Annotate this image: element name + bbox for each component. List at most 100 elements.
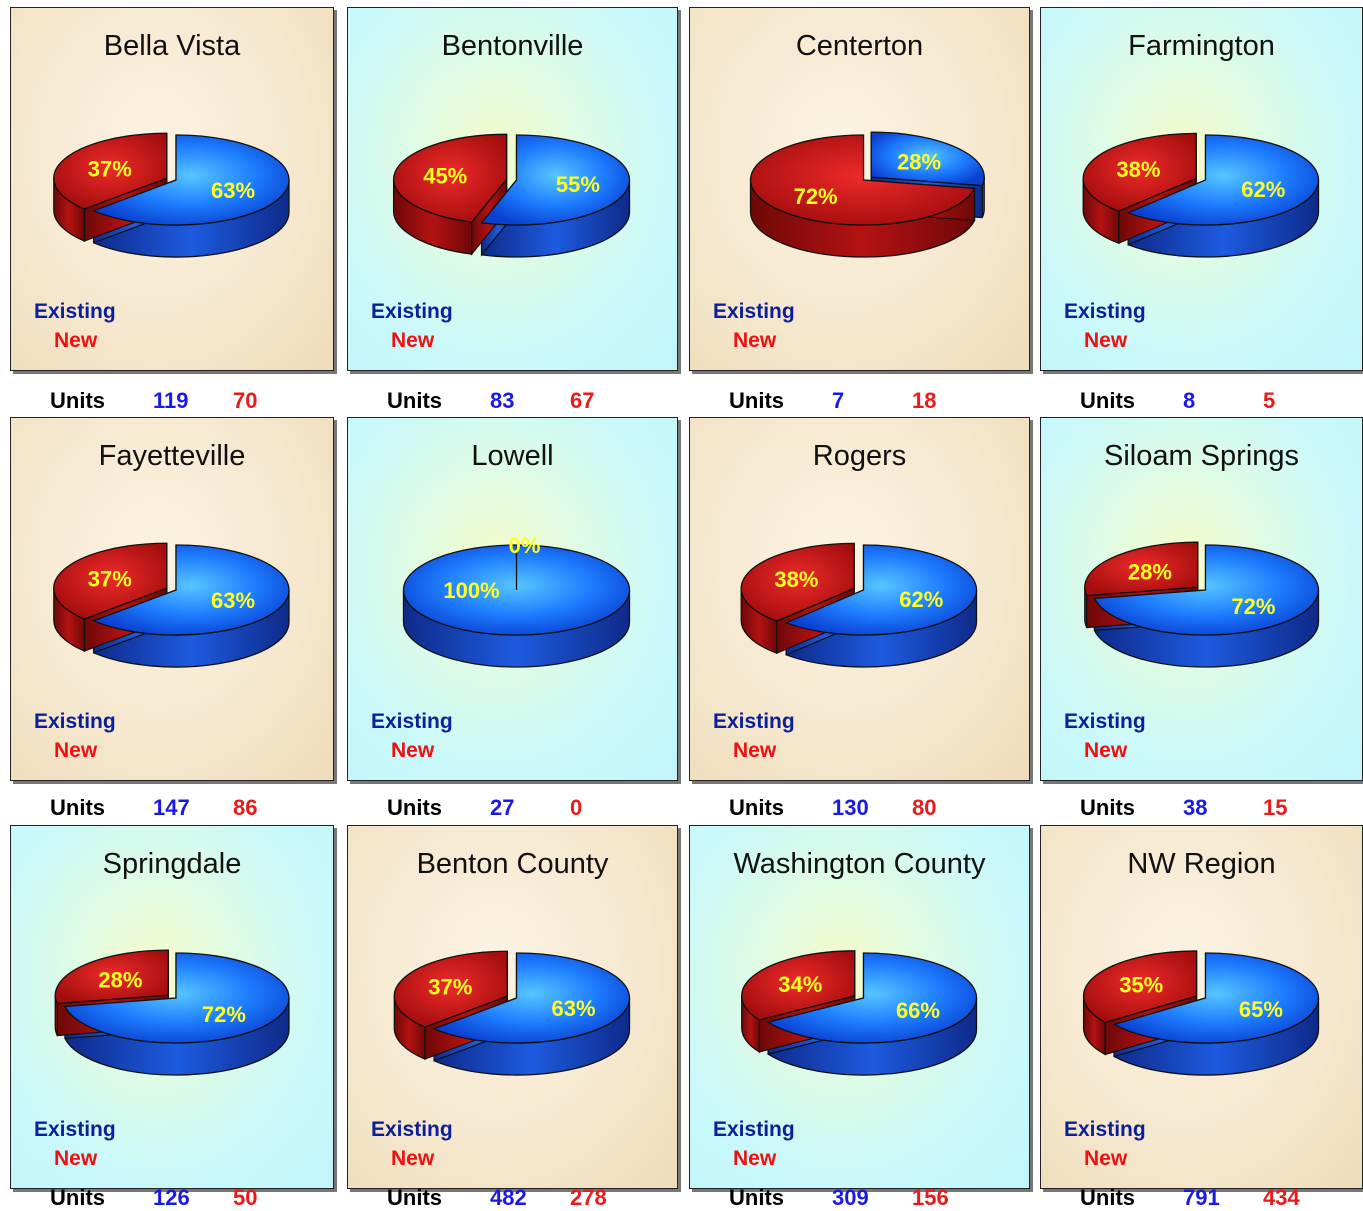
units-new-value: 434 [1263, 1185, 1300, 1210]
legend-new: New [54, 329, 98, 352]
chart-panel: Rogers 62% 38% Existing New [689, 417, 1030, 781]
chart-panel: Bentonville 55% 45% Existing New [347, 7, 678, 371]
pie-label-existing: 63% [552, 996, 596, 1021]
pie-slice-existing [1093, 544, 1320, 636]
pie-slice-existing [1112, 952, 1320, 1044]
legend-new: New [1084, 329, 1128, 352]
pie-slice-existing [91, 544, 290, 636]
units-new-value: 86 [233, 795, 258, 820]
pie-chart: 55% 45% [392, 133, 631, 258]
units-label: Units [1080, 388, 1135, 413]
pie-slice-new [1082, 132, 1197, 212]
units-existing-value: 130 [832, 795, 869, 820]
pie-label-new: 34% [778, 972, 822, 997]
units-label: Units [50, 388, 105, 413]
pie-chart: 62% 38% [740, 542, 978, 668]
pie-slice-existing [432, 952, 631, 1044]
chart-panel: Springdale 72% 28% Existing New [10, 825, 334, 1189]
pie-label-new: 37% [88, 156, 132, 181]
pie-slice-new [749, 134, 976, 226]
legend-existing: Existing [371, 1118, 453, 1141]
legend-existing: Existing [1064, 300, 1146, 323]
legend-new: New [733, 329, 777, 352]
legend-existing: Existing [1064, 1118, 1146, 1141]
units-new-value: 278 [570, 1185, 607, 1210]
chart-title: Washington County [733, 848, 986, 880]
pie-slice-new [1084, 541, 1199, 597]
chart-panel: Benton County 63% 37% Existing New [347, 825, 678, 1189]
units-label: Units [50, 1185, 105, 1210]
units-new-value: 70 [233, 388, 258, 413]
units-existing-value: 8 [1183, 388, 1196, 413]
units-existing-value: 791 [1183, 1185, 1220, 1210]
pie-slice-existing [480, 134, 631, 226]
chart-panel: Bella Vista 63% 37% Existing New [10, 7, 334, 371]
pie-label-existing: 100% [443, 578, 499, 603]
units-existing-value: 27 [490, 795, 515, 820]
units-label: Units [729, 1185, 784, 1210]
legend-existing: Existing [1064, 710, 1146, 733]
pie-label-existing: 72% [202, 1002, 246, 1027]
chart-panel: NW Region 65% 35% Existing New [1040, 825, 1363, 1189]
chart-title: Bella Vista [103, 30, 241, 62]
units-label: Units [1080, 795, 1135, 820]
pie-label-existing: 62% [1241, 177, 1285, 202]
units-label: Units [729, 795, 784, 820]
units-label: Units [729, 388, 784, 413]
pie-slice-existing [91, 134, 290, 226]
legend-existing: Existing [713, 710, 795, 733]
units-existing-value: 83 [490, 388, 515, 413]
pie-label-existing: 55% [556, 172, 600, 197]
units-existing-value: 119 [153, 388, 189, 413]
pie-label-new: 37% [428, 974, 472, 999]
pie-label-new: 28% [98, 967, 142, 992]
legend-new: New [1084, 739, 1128, 762]
pie-chart: 65% 35% [1082, 950, 1320, 1076]
pie-label-existing: 63% [211, 178, 255, 203]
pie-chart: 100% 0% [402, 533, 631, 668]
legend-existing: Existing [713, 300, 795, 323]
pie-label-new: 35% [1119, 973, 1163, 998]
units-existing-value: 482 [490, 1185, 527, 1210]
pie-chart: 72% 28% [1084, 541, 1320, 668]
pie-chart: 62% 38% [1082, 132, 1320, 258]
chart-title: NW Region [1127, 848, 1276, 880]
units-label: Units [387, 1185, 442, 1210]
units-label: Units [50, 795, 105, 820]
pie-chart: 63% 37% [393, 950, 631, 1076]
legend-new: New [733, 739, 777, 762]
units-label: Units [387, 795, 442, 820]
pie-label-new: 45% [423, 163, 467, 188]
pie-label-new: 0% [509, 533, 541, 558]
legend-existing: Existing [713, 1118, 795, 1141]
legend-new: New [391, 329, 435, 352]
pie-slice-new [1082, 950, 1198, 1024]
pie-label-new: 72% [794, 184, 838, 209]
pie-chart: 72% 28% [54, 949, 290, 1076]
chart-title: Benton County [416, 848, 609, 880]
pie-chart: 63% 37% [53, 542, 290, 668]
legend-existing: Existing [34, 710, 116, 733]
units-new-value: 18 [912, 388, 937, 413]
chart-panel: Siloam Springs 72% 28% Existing New [1040, 417, 1363, 781]
pie-slice-new [393, 950, 508, 1028]
chart-title: Springdale [102, 848, 242, 880]
chart-panel: Lowell 100% 0% Existing New [347, 417, 678, 781]
units-new-value: 0 [570, 795, 583, 820]
chart-title: Bentonville [441, 30, 584, 62]
units-existing-value: 147 [153, 795, 190, 820]
legend-existing: Existing [371, 710, 453, 733]
legend-new: New [1084, 1147, 1128, 1170]
units-new-value: 15 [1263, 795, 1288, 820]
pie-label-existing: 65% [1239, 997, 1283, 1022]
chart-title: Siloam Springs [1103, 440, 1300, 472]
chart-panel: Farmington 62% 38% Existing New [1040, 7, 1363, 371]
pie-label-existing: 72% [1231, 594, 1275, 619]
pie-slice-new [53, 542, 168, 620]
chart-title: Rogers [812, 440, 907, 472]
chart-panel: Fayetteville 63% 37% Existing New [10, 417, 334, 781]
pie-chart: 28% 72% [749, 131, 985, 258]
pie-label-new: 28% [1128, 559, 1172, 584]
legend-new: New [733, 1147, 777, 1170]
legend-existing: Existing [34, 300, 116, 323]
